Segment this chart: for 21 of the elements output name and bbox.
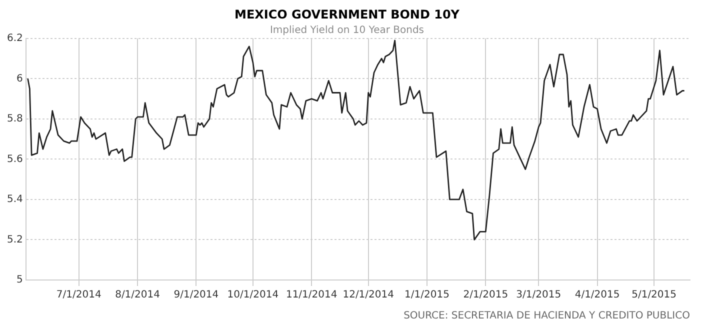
source-note: SOURCE: SECRETARIA DE HACIENDA Y CREDITO PUBLICO xyxy=(404,310,690,322)
y-tick-label: 5.4 xyxy=(6,194,23,206)
x-tick-label: 8/1/2014 xyxy=(115,290,160,301)
y-tick-label: 6.2 xyxy=(6,32,23,44)
x-tick-label: 1/1/2015 xyxy=(404,290,450,301)
x-tick-label: 3/1/2015 xyxy=(516,290,562,301)
y-tick-label: 5.6 xyxy=(6,154,23,165)
chart-title: MEXICO GOVERNMENT BOND 10Y xyxy=(234,7,460,22)
y-tick-label: 6 xyxy=(16,73,23,84)
x-tick-label: 4/1/2015 xyxy=(574,290,620,301)
chart-subtitle: Implied Yield on 10 Year Bonds xyxy=(270,24,424,36)
x-tick-label: 12/1/2014 xyxy=(342,290,394,301)
x-tick-label: 2/1/2015 xyxy=(463,290,508,301)
x-tick-label: 7/1/2014 xyxy=(56,290,102,301)
x-tick-label: 11/1/2014 xyxy=(286,290,338,301)
y-tick-label: 5.2 xyxy=(6,234,23,246)
y-tick-label: 5 xyxy=(16,274,23,286)
x-tick-label: 10/1/2014 xyxy=(227,290,279,301)
x-tick-label: 9/1/2014 xyxy=(174,290,219,301)
y-tick-label: 5.8 xyxy=(6,114,23,125)
x-tick-label: 5/1/2015 xyxy=(632,290,677,301)
